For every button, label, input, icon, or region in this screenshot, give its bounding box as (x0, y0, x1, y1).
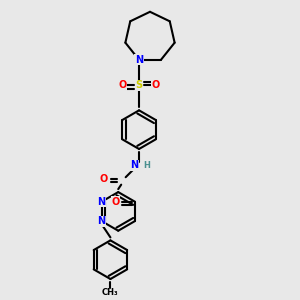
Text: S: S (136, 80, 142, 90)
Text: H: H (143, 161, 150, 170)
Text: N: N (135, 55, 143, 65)
Text: N: N (130, 160, 139, 170)
Text: N: N (98, 216, 106, 226)
Text: O: O (151, 80, 160, 90)
Text: O: O (112, 197, 120, 207)
Text: O: O (118, 80, 127, 90)
Text: O: O (99, 174, 107, 184)
Text: CH₃: CH₃ (102, 288, 119, 297)
Text: N: N (98, 197, 106, 207)
